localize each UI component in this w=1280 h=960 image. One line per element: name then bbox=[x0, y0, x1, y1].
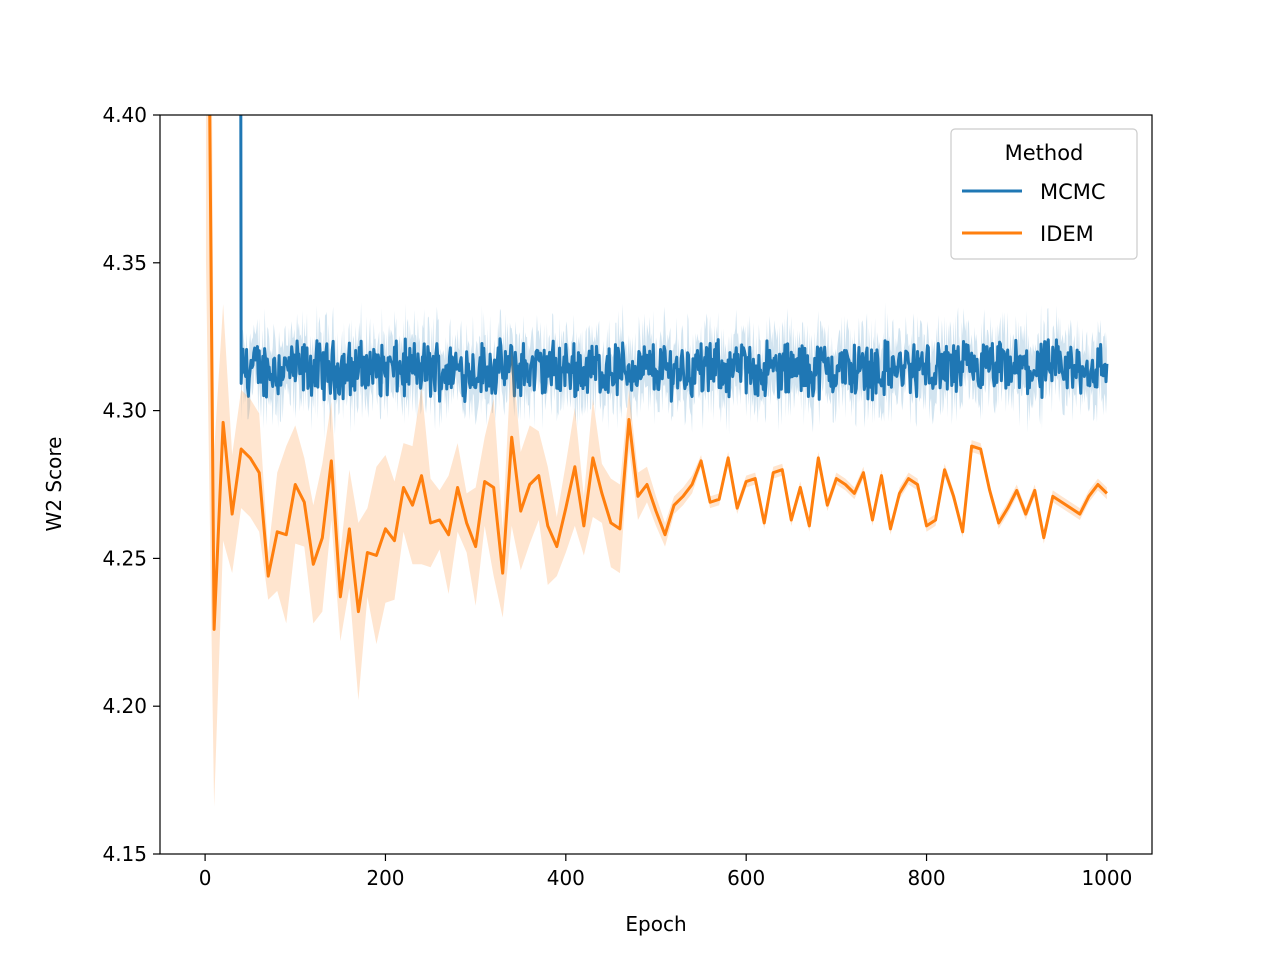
y-axis: 4.15 4.20 4.25 4.30 4.35 4.40 bbox=[102, 103, 160, 866]
legend: Method MCMC IDEM bbox=[950, 128, 1138, 260]
x-tick-label: 0 bbox=[199, 866, 212, 890]
x-axis: 0 200 400 600 800 1000 bbox=[199, 854, 1132, 890]
x-tick-label: 800 bbox=[907, 866, 945, 890]
legend-label-mcmc: MCMC bbox=[1040, 180, 1106, 204]
x-tick-label: 600 bbox=[727, 866, 765, 890]
idem-line bbox=[208, 115, 1108, 631]
legend-label-idem: IDEM bbox=[1040, 222, 1094, 246]
idem-confidence-band bbox=[205, 115, 1107, 807]
y-tick-label: 4.15 bbox=[102, 842, 147, 866]
y-tick-label: 4.20 bbox=[102, 694, 147, 718]
plot-frame bbox=[159, 114, 1153, 855]
y-tick-label: 4.30 bbox=[102, 399, 147, 423]
x-tick-label: 200 bbox=[366, 866, 404, 890]
y-tick-label: 4.25 bbox=[102, 546, 147, 570]
y-tick-label: 4.35 bbox=[102, 251, 147, 275]
series-layer bbox=[205, 115, 1109, 807]
x-tick-label: 1000 bbox=[1081, 866, 1132, 890]
mcmc-line bbox=[239, 115, 1109, 403]
y-axis-label: W2 Score bbox=[42, 437, 66, 532]
y-tick-label: 4.40 bbox=[102, 103, 147, 127]
legend-box bbox=[950, 128, 1138, 260]
x-tick-label: 400 bbox=[547, 866, 585, 890]
legend-title: Method bbox=[1005, 141, 1084, 165]
x-axis-label: Epoch bbox=[625, 912, 686, 936]
